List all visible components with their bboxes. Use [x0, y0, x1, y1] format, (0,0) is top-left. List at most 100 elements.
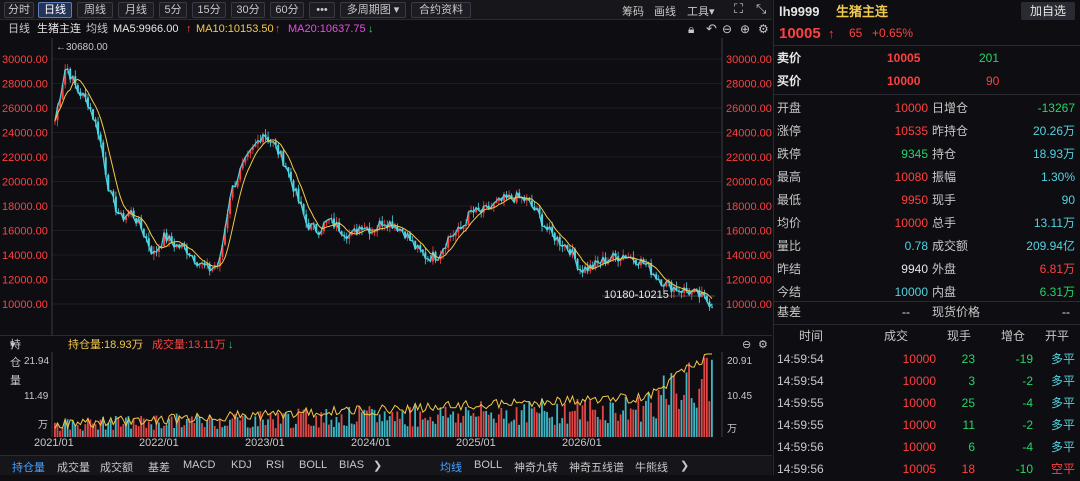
candle-body: [338, 222, 341, 232]
quote-panel: lh9999 生猪主连 加自选 10005 ↑ 65 +0.65% 卖价 100…: [773, 0, 1080, 476]
volume-bar: [393, 421, 396, 437]
tab-rsi[interactable]: RSI: [266, 459, 285, 471]
candle-body: [340, 231, 343, 235]
volume-bar: [667, 404, 670, 437]
price-chart[interactable]: 30000.00 28000.00 26000.00 24000.00 22000.00…: [0, 38, 772, 335]
volume-bar: [360, 412, 363, 437]
tab-kdj[interactable]: KDJ: [231, 459, 252, 471]
oi-selector[interactable]: 持仓量 ▾: [10, 336, 21, 387]
candle-body: [173, 242, 176, 248]
candle-body: [530, 200, 533, 207]
candle-body: [505, 194, 508, 198]
volume-bar: [94, 424, 97, 437]
candle-body: [601, 257, 604, 264]
more-periods-button[interactable]: •••: [309, 2, 335, 18]
candle-body: [327, 219, 330, 221]
trade-qty: 6: [968, 440, 975, 454]
undo-icon[interactable]: ↶: [706, 21, 717, 36]
tab-turnover[interactable]: 成交额: [100, 462, 133, 474]
candle-body: [249, 149, 252, 154]
volume-bar: [56, 422, 59, 437]
volume-bar: [520, 410, 523, 437]
tab-bull-bear[interactable]: 牛熊线: [635, 462, 668, 474]
candle-body: [510, 195, 513, 199]
divider: [774, 301, 1080, 302]
candle-body: [396, 225, 399, 232]
candle-body: [700, 292, 703, 298]
volume-bar: [629, 408, 632, 437]
contract-info-button[interactable]: 合约资料: [411, 2, 471, 18]
tab-5min[interactable]: 5分: [159, 2, 187, 18]
volume-bar: [444, 406, 447, 437]
candle-body: [419, 245, 422, 250]
overlay-scroll-right-icon[interactable]: ❯: [680, 460, 690, 472]
add-watchlist-button[interactable]: 加自选: [1021, 2, 1075, 20]
stat-value: 9940: [901, 262, 928, 276]
tab-monthly[interactable]: 月线: [118, 2, 154, 18]
volume-bar: [173, 428, 176, 437]
tools-dropdown[interactable]: 工具▾: [687, 6, 715, 18]
volume-bar: [401, 411, 404, 437]
plus-icon[interactable]: ⊕: [740, 22, 751, 36]
tab-magic5[interactable]: 神奇五线谱: [569, 462, 624, 474]
tab-intraday[interactable]: 分时: [4, 2, 34, 18]
tab-daily[interactable]: 日线: [38, 2, 72, 18]
lock-icon[interactable]: 🔒︎: [688, 22, 695, 36]
bid-row: 买价 10000 90: [774, 70, 1080, 93]
candles: [54, 64, 713, 311]
tab-boll-overlay[interactable]: BOLL: [474, 459, 503, 471]
tab-basis[interactable]: 基差: [148, 462, 170, 474]
drawing-button[interactable]: 画线: [654, 6, 676, 18]
candle-body: [660, 279, 663, 286]
tab-macd[interactable]: MACD: [183, 459, 216, 471]
chips-button[interactable]: 筹码: [622, 6, 644, 18]
tab-weekly[interactable]: 周线: [77, 2, 113, 18]
volume-bar: [690, 398, 693, 437]
tab-boll[interactable]: BOLL: [299, 459, 328, 471]
tab-60min[interactable]: 60分: [270, 2, 304, 18]
volume-bar: [604, 420, 607, 437]
settings-gear-icon[interactable]: ⚙: [758, 22, 769, 36]
trade-type: 多平: [1050, 418, 1075, 432]
divider: [774, 45, 1080, 46]
oi-chart[interactable]: 21.94 11.49 万 20.91 10.45 万: [0, 352, 772, 437]
volume-bar: [117, 416, 120, 437]
candle-body: [180, 244, 183, 248]
tabs-scroll-right-icon[interactable]: ❯: [373, 460, 383, 472]
volume-bar: [551, 416, 553, 437]
volume-bar: [279, 423, 282, 437]
volume-bar: [251, 426, 254, 437]
candle-body: [421, 249, 424, 253]
trade-qty: 25: [961, 396, 975, 410]
minus-icon[interactable]: ⊖: [722, 22, 733, 36]
volume-bar: [558, 423, 561, 437]
volume-bar: [112, 429, 115, 437]
legend-period: 日线: [8, 23, 30, 35]
tab-td9[interactable]: 神奇九转: [514, 462, 558, 474]
volume-bar: [500, 407, 503, 437]
stat-label: 成交额: [932, 239, 969, 253]
tab-30min[interactable]: 30分: [231, 2, 265, 18]
candle-body: [688, 291, 691, 295]
tab-15min[interactable]: 15分: [192, 2, 226, 18]
fullscreen-icon[interactable]: ⛶: [734, 1, 744, 16]
volume-bar: [561, 418, 564, 437]
volume-bar: [680, 399, 683, 437]
volume-bar: [211, 418, 214, 437]
collapse-icon[interactable]: ⤡: [756, 1, 767, 16]
vol-minus-icon[interactable]: ⊖: [742, 339, 752, 351]
candle-body: [147, 238, 150, 247]
volume-bar: [665, 398, 668, 437]
multi-period-dropdown[interactable]: 多周期图 ▾: [340, 2, 406, 18]
volume-bar: [180, 427, 183, 437]
volume-bar: [368, 406, 371, 437]
tab-volume[interactable]: 成交量: [57, 462, 90, 474]
volume-bar: [223, 425, 226, 437]
tab-open-interest[interactable]: 持仓量: [12, 462, 45, 474]
candle-body: [262, 134, 265, 143]
tab-ma[interactable]: 均线: [440, 462, 462, 474]
volume-bar: [462, 415, 465, 437]
vol-settings-icon[interactable]: ⚙: [758, 339, 768, 351]
volume-bar: [457, 413, 460, 437]
tab-bias[interactable]: BIAS: [339, 459, 365, 471]
